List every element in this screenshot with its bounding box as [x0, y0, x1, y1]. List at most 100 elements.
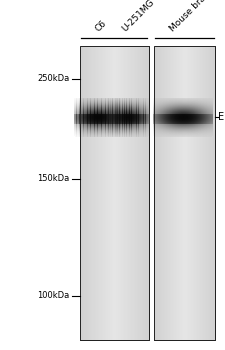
- Bar: [83, 112, 84, 113]
- Bar: [206, 106, 207, 107]
- Bar: [123, 130, 124, 131]
- Bar: [144, 122, 145, 124]
- Bar: [110, 100, 111, 102]
- Bar: [156, 116, 157, 117]
- Bar: [169, 128, 170, 129]
- Bar: [110, 120, 111, 121]
- Bar: [128, 132, 129, 133]
- Bar: [145, 122, 146, 124]
- Bar: [143, 111, 144, 112]
- Bar: [212, 114, 213, 116]
- Bar: [209, 117, 210, 119]
- Bar: [143, 129, 144, 130]
- Bar: [136, 99, 137, 100]
- Bar: [135, 113, 136, 114]
- Bar: [113, 135, 114, 136]
- Bar: [88, 126, 89, 127]
- Bar: [124, 104, 125, 105]
- Bar: [86, 117, 88, 119]
- Bar: [176, 125, 177, 126]
- Bar: [131, 99, 132, 100]
- Bar: [111, 105, 112, 106]
- Bar: [145, 125, 146, 126]
- Bar: [131, 103, 132, 104]
- Bar: [169, 108, 170, 109]
- Bar: [76, 133, 77, 134]
- Bar: [210, 131, 211, 132]
- Bar: [126, 132, 127, 133]
- Bar: [114, 129, 115, 130]
- Bar: [106, 120, 107, 121]
- Bar: [125, 120, 126, 121]
- Bar: [114, 131, 115, 132]
- Bar: [191, 119, 192, 121]
- Bar: [148, 105, 149, 106]
- Bar: [87, 116, 88, 117]
- Bar: [184, 128, 185, 129]
- Bar: [205, 126, 206, 127]
- Bar: [115, 116, 117, 117]
- Bar: [84, 112, 85, 113]
- Bar: [144, 130, 145, 131]
- Bar: [107, 127, 108, 128]
- Bar: [186, 116, 187, 117]
- Bar: [205, 134, 206, 135]
- Bar: [136, 125, 137, 126]
- Bar: [90, 110, 91, 111]
- Bar: [183, 99, 184, 100]
- Bar: [112, 127, 113, 128]
- Bar: [101, 106, 102, 107]
- Bar: [194, 107, 195, 108]
- Bar: [119, 107, 120, 108]
- Bar: [119, 129, 120, 130]
- Bar: [198, 132, 199, 133]
- Bar: [119, 110, 120, 111]
- Bar: [118, 111, 119, 112]
- Bar: [148, 99, 149, 100]
- Bar: [78, 132, 79, 133]
- Bar: [156, 135, 157, 136]
- Bar: [179, 126, 180, 127]
- Bar: [162, 121, 163, 122]
- Bar: [115, 113, 117, 114]
- Bar: [123, 129, 124, 130]
- Bar: [141, 123, 142, 125]
- Bar: [154, 133, 155, 134]
- Bar: [155, 118, 156, 120]
- Bar: [189, 99, 190, 100]
- Bar: [98, 108, 99, 109]
- Bar: [88, 133, 89, 134]
- Bar: [154, 108, 155, 109]
- Bar: [130, 117, 131, 119]
- Bar: [147, 103, 148, 104]
- Bar: [115, 46, 117, 340]
- Bar: [109, 100, 110, 102]
- Bar: [119, 111, 120, 112]
- Bar: [165, 131, 166, 132]
- Bar: [203, 112, 204, 113]
- Bar: [86, 126, 88, 127]
- Bar: [193, 106, 194, 107]
- Bar: [117, 113, 118, 114]
- Bar: [142, 109, 143, 110]
- Bar: [117, 108, 118, 109]
- Bar: [147, 99, 148, 100]
- Bar: [173, 123, 174, 125]
- Bar: [179, 109, 180, 110]
- Bar: [165, 107, 166, 108]
- Bar: [201, 117, 202, 119]
- Bar: [182, 103, 183, 104]
- Bar: [204, 101, 205, 102]
- Bar: [109, 133, 110, 134]
- Bar: [117, 102, 118, 103]
- Bar: [92, 131, 93, 132]
- Bar: [159, 46, 160, 340]
- Bar: [170, 135, 171, 136]
- Bar: [164, 120, 165, 121]
- Bar: [143, 99, 144, 100]
- Bar: [132, 131, 133, 132]
- Bar: [209, 104, 210, 105]
- Bar: [86, 124, 88, 125]
- Bar: [187, 109, 188, 110]
- Bar: [155, 132, 156, 133]
